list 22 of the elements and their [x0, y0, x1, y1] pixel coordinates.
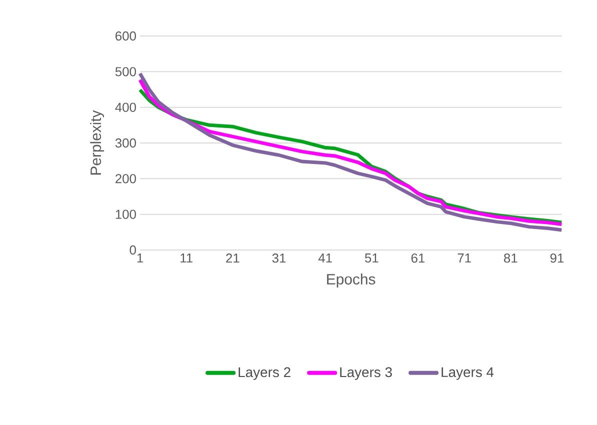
legend-label: Layers 4 [442, 367, 494, 380]
x-tick-label: 11 [180, 254, 192, 262]
x-tick-label: 81 [504, 254, 518, 263]
x-tick-label: 51 [364, 254, 378, 263]
x-axis-title: Epochs [327, 274, 376, 288]
y-tick-label: 300 [115, 138, 136, 148]
x-tick-label: 1 [137, 254, 143, 262]
x-tick-label: 31 [272, 254, 286, 263]
y-axis-title: Perplexity [90, 110, 104, 175]
x-tick-label: 41 [318, 254, 332, 262]
x-tick-label: 71 [458, 254, 471, 262]
x-tick-label: 61 [411, 254, 425, 263]
legend-label: Layers 2 [238, 367, 290, 380]
y-tick-label: 0 [130, 245, 136, 255]
y-tick-label: 200 [116, 174, 136, 184]
legend-label: Layers 3 [340, 367, 392, 380]
y-tick-label: 600 [116, 31, 136, 41]
x-tick-label: 21 [226, 254, 240, 263]
y-tick-label: 500 [115, 67, 136, 76]
x-tick-label: 91 [550, 254, 564, 263]
y-tick-label: 400 [115, 102, 136, 112]
y-tick-label: 100 [116, 210, 136, 219]
